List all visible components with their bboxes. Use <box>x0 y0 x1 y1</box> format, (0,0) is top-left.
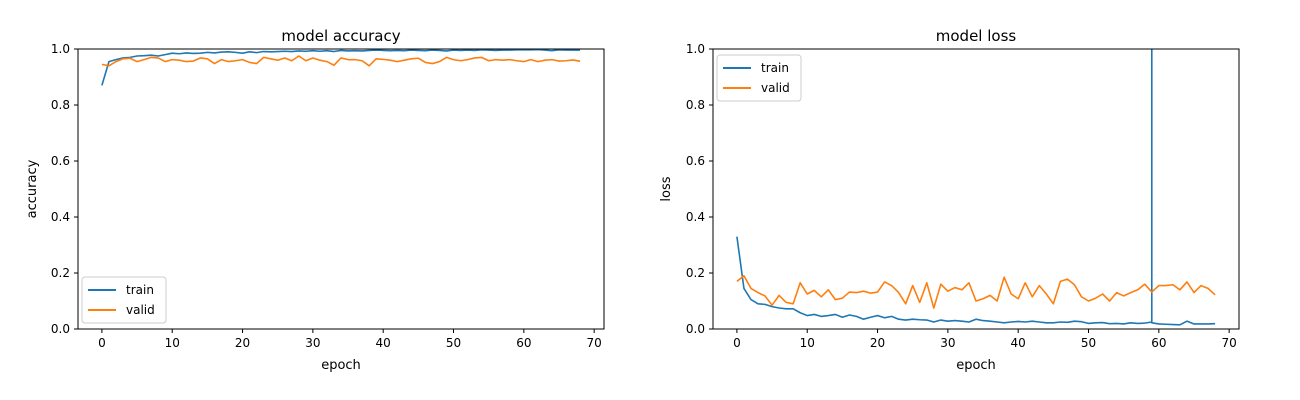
legend: train valid <box>81 276 167 324</box>
legend-label-train: train <box>761 61 789 75</box>
series-line-valid <box>736 274 1216 309</box>
y-axis-label: accuracy <box>25 159 40 218</box>
x-tick-label: 0 <box>733 336 741 350</box>
y-axis-label: loss <box>659 176 674 201</box>
y-tick-label: 0.0 <box>51 322 70 336</box>
y-tick-label: 1.0 <box>51 42 70 56</box>
y-tick-label: 0.6 <box>686 154 705 168</box>
series-line-valid <box>101 55 581 67</box>
chart-title: model loss <box>936 27 1017 45</box>
y-tick-label: 1.0 <box>686 42 705 56</box>
chart-title: model accuracy <box>281 27 400 45</box>
series-line-train <box>101 49 581 86</box>
x-tick-label: 50 <box>1081 336 1096 350</box>
series-line-train <box>736 49 1216 326</box>
x-tick-label: 0 <box>98 336 106 350</box>
plot-frame <box>712 48 1240 330</box>
x-axis-label: epoch <box>956 358 996 373</box>
legend-label-valid: valid <box>126 303 155 317</box>
x-tick-label: 40 <box>376 336 391 350</box>
x-tick-label: 70 <box>587 336 602 350</box>
y-tick-label: 0.4 <box>51 210 70 224</box>
legend-box <box>81 276 167 324</box>
x-tick-label: 50 <box>446 336 461 350</box>
x-tick-label: 40 <box>1011 336 1026 350</box>
y-tick-label: 0.8 <box>51 98 70 112</box>
plot-frame <box>77 48 605 330</box>
x-tick-label: 10 <box>165 336 180 350</box>
loss-chart: model loss epoch loss 0 10 20 30 40 50 60 70 0.0… <box>659 27 1240 373</box>
y-tick-label: 0.2 <box>51 266 70 280</box>
legend-label-valid: valid <box>761 81 790 95</box>
x-tick-label: 20 <box>235 336 250 350</box>
legend-box <box>716 54 802 102</box>
legend-label-train: train <box>126 283 154 297</box>
legend: train valid <box>716 54 802 102</box>
x-tick-label: 10 <box>800 336 815 350</box>
y-tick-label: 0.4 <box>686 210 705 224</box>
x-tick-label: 60 <box>1151 336 1166 350</box>
y-tick-label: 0.6 <box>51 154 70 168</box>
x-tick-label: 30 <box>940 336 955 350</box>
x-tick-label: 70 <box>1222 336 1237 350</box>
x-tick-label: 60 <box>516 336 531 350</box>
x-tick-label: 30 <box>305 336 320 350</box>
y-tick-label: 0.8 <box>686 98 705 112</box>
y-tick-label: 0.2 <box>686 266 705 280</box>
x-axis-label: epoch <box>321 358 361 373</box>
y-tick-label: 0.0 <box>686 322 705 336</box>
x-tick-label: 20 <box>870 336 885 350</box>
accuracy-chart: model accuracy epoch accuracy 0 10 20 30 40 5… <box>25 27 605 373</box>
